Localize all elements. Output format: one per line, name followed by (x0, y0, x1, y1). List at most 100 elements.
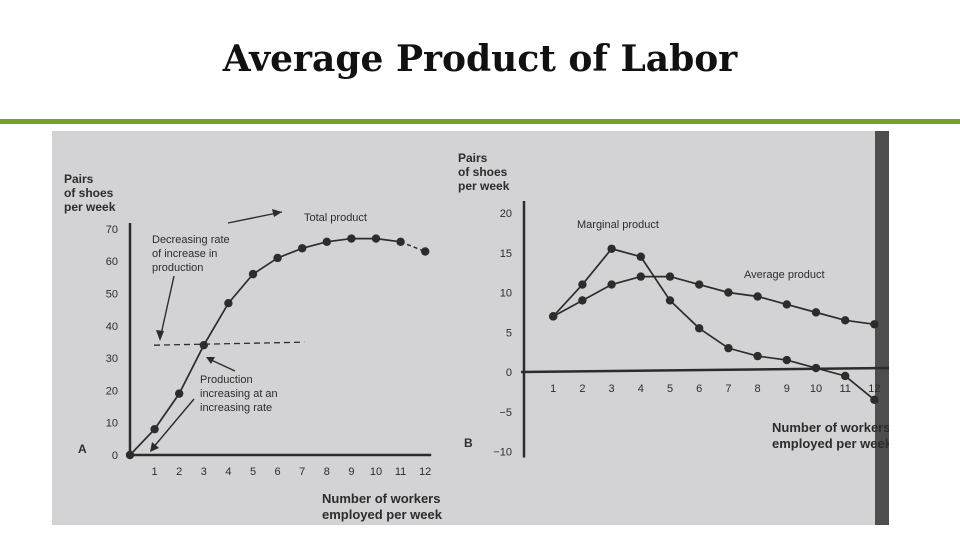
panelA-total-product-point (347, 234, 356, 243)
panelA-total-product-point (125, 450, 135, 460)
panelA-total-product-point (421, 247, 430, 256)
panelB-marginal-product-point (782, 355, 791, 365)
panelA-y-tick-label: 40 (106, 321, 118, 333)
panelA-x-tick-label: 3 (201, 466, 207, 478)
panelA-total-product-point (371, 234, 381, 243)
panelB-average-product-point (665, 272, 675, 281)
panelA-xlabel-2: employed per week (322, 507, 443, 522)
panelB-y-tick-label: 15 (500, 248, 512, 260)
panelA-annotation-increasing-1: Production (200, 374, 253, 386)
photo-edge-shadow (875, 131, 889, 525)
panelB-marginal-product-point (870, 395, 879, 405)
panelB-x-tick-label: 6 (696, 383, 702, 395)
panelA-arrow-decreasing (159, 275, 175, 340)
panelA-total-product-point (298, 244, 307, 253)
panelA-arrow-increasing (208, 358, 236, 372)
panelB-x-tick-label: 11 (839, 383, 850, 395)
panelB-marginal-product-point (753, 351, 762, 361)
panelB-y-tick-label: −5 (499, 407, 512, 419)
title-divider (0, 119, 960, 124)
panelB-ylabel-1: Pairs (458, 151, 488, 165)
slide-title: Average Product of Labor (222, 38, 738, 80)
panelA-y-tick-label: 0 (112, 450, 118, 462)
chart-photo: Pairs of shoes per week A Number of work… (52, 131, 889, 525)
panelB-annotation-average: Average product (744, 269, 825, 281)
panelB-average-product-point (753, 292, 762, 301)
panelB-marginal-product-point (665, 296, 675, 305)
panelB-marginal-product-point (841, 371, 850, 381)
panelB-x-tick-label: 7 (725, 383, 731, 395)
panelA-y-tick-label: 60 (106, 256, 118, 268)
panelA-arrow-origin (151, 398, 195, 450)
panelA-x-tick-label: 12 (419, 466, 431, 478)
panelB-average-product-point (695, 280, 704, 289)
panelA-x-tick-label: 10 (370, 466, 382, 478)
panelB-annotation-marginal: Marginal product (577, 219, 659, 231)
panelB-ylabel-3: per week (458, 179, 510, 193)
panelA-arrowhead-total (272, 209, 282, 217)
panelA-ylabel-2: of shoes (64, 186, 114, 200)
panelA-ylabel-1: Pairs (64, 172, 94, 186)
panelB-average-product-line (552, 275, 875, 326)
panelB-y-tick-label: 0 (506, 367, 512, 379)
panelB-marginal-product-point (811, 363, 821, 373)
panelB-average-product-point (811, 308, 821, 317)
panelB-xlabel-1: Number of workers (772, 420, 889, 435)
panelB-ylabel-2: of shoes (458, 165, 508, 179)
panelA-total-product-point (273, 253, 282, 263)
panelB-x-tick-label: 10 (810, 383, 822, 395)
panelA-annotation-increasing-3: increasing rate (200, 402, 272, 414)
panelB-average-product-point (607, 280, 616, 289)
panelB-average-product-point (724, 288, 733, 297)
panelA-total-product-point (150, 424, 159, 434)
paper-background (52, 131, 889, 525)
panelA-y-tick-label: 10 (106, 418, 118, 430)
panelB-x-tick-label: 12 (868, 383, 880, 395)
panelB-x-tick-label: 2 (579, 383, 585, 395)
panelA-x-tick-label: 2 (176, 466, 182, 478)
panelA-letter: A (78, 442, 87, 456)
panelA-x-tick-label: 5 (250, 466, 256, 478)
panelB-x-axis (520, 366, 889, 374)
panelB-x-tick-label: 8 (755, 383, 761, 395)
panelB-average-product-point (578, 296, 587, 305)
panelA-x-tick-label: 8 (324, 466, 330, 478)
panelB-average-product-point (782, 300, 791, 309)
panelA-arrow-total (227, 211, 283, 224)
panelA-annotation-increasing-2: increasing at an (200, 388, 278, 400)
panelB-marginal-product-point (607, 244, 616, 253)
panelA-annotation-decreasing-3: production (152, 262, 203, 274)
panelA-total-product-point (248, 269, 258, 279)
panelB-x-tick-label: 5 (667, 383, 673, 395)
panelB-marginal-product-point (549, 312, 558, 321)
panelA-x-tick-label: 6 (275, 466, 281, 478)
panelA-annotation-total: Total product (304, 212, 367, 224)
panelB-marginal-product-point (636, 252, 645, 261)
panelB-y-tick-label: 10 (500, 288, 512, 300)
panelB-xlabel-2: employed per week (772, 436, 889, 451)
panelB-average-product-point (870, 320, 879, 329)
panelA-annotation-decreasing-1: Decreasing rate (152, 234, 230, 246)
panelB-average-product-point (841, 316, 850, 325)
panelA-dashed-reference-line (153, 341, 305, 346)
panelA-y-tick-label: 50 (106, 289, 118, 301)
panelA-arrowhead-increasing (206, 357, 215, 364)
panelA-x-tick-label: 4 (225, 466, 231, 478)
panelA-y-tick-label: 20 (106, 385, 118, 397)
panelA-x-tick-label: 11 (395, 466, 406, 478)
panelA-y-tick-label: 30 (106, 353, 118, 365)
panelA-xlabel-1: Number of workers (322, 491, 440, 506)
panelA-total-product-point (199, 340, 208, 350)
panelB-x-tick-label: 1 (550, 383, 556, 395)
panelA-x-tick-label: 1 (152, 466, 158, 478)
panelA-total-product-point (224, 298, 233, 308)
panelA-annotation-decreasing-2: of increase in (152, 248, 217, 260)
panelA-arrowhead-origin (150, 442, 159, 452)
panelA-x-tick-label: 9 (348, 466, 354, 478)
panelB-marginal-product-point (695, 324, 704, 333)
chart-svg: Pairs of shoes per week A Number of work… (52, 131, 889, 525)
panelB-marginal-product-point (578, 280, 587, 289)
panelB-y-tick-label: −10 (493, 447, 512, 459)
panelB-x-tick-label: 9 (784, 383, 790, 395)
panelB-marginal-product-point (724, 343, 733, 353)
